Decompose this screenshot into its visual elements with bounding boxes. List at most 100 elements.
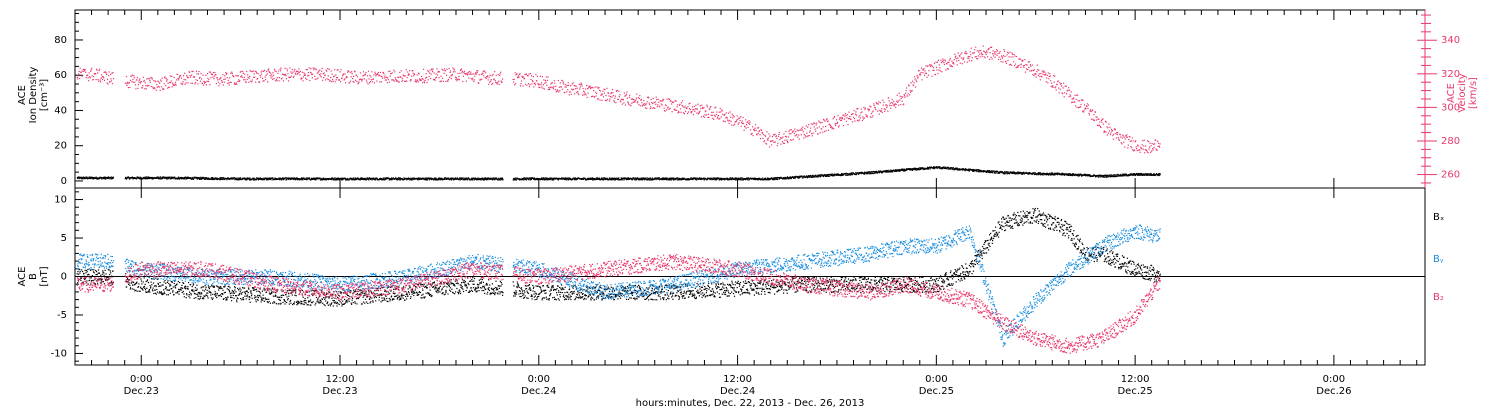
velocity-point	[247, 79, 248, 80]
velocity-point	[406, 81, 407, 82]
velocity-point	[368, 71, 369, 72]
velocity-point	[661, 103, 662, 104]
velocity-point	[570, 91, 571, 92]
velocity-point	[389, 82, 390, 83]
velocity-point	[375, 75, 376, 76]
velocity-point	[153, 88, 154, 89]
velocity-point	[474, 79, 475, 80]
velocity-point	[549, 88, 550, 89]
velocity-point	[575, 88, 576, 89]
velocity-point	[771, 144, 772, 145]
velocity-point	[179, 78, 180, 79]
velocity-point	[653, 98, 654, 99]
velocity-point	[245, 79, 246, 80]
velocity-point	[677, 104, 678, 105]
velocity-point	[758, 133, 759, 134]
velocity-point	[782, 137, 783, 138]
velocity-point	[550, 84, 551, 85]
velocity-point	[543, 84, 544, 85]
velocity-point	[694, 111, 695, 112]
density-point	[550, 179, 551, 180]
velocity-point	[186, 82, 187, 83]
velocity-point	[161, 86, 162, 87]
velocity-point	[319, 70, 320, 71]
velocity-point	[126, 85, 127, 86]
velocity-point	[436, 77, 437, 78]
velocity-point	[787, 141, 788, 142]
velocity-point	[347, 77, 348, 78]
velocity-point	[662, 100, 663, 101]
velocity-point	[412, 70, 413, 71]
velocity-point	[571, 94, 572, 95]
velocity-point	[135, 88, 136, 89]
density-point	[160, 176, 161, 177]
velocity-point	[214, 75, 215, 76]
density-point	[658, 179, 659, 180]
velocity-point	[793, 139, 794, 140]
velocity-point	[673, 102, 674, 103]
density-point	[240, 177, 241, 178]
velocity-point	[126, 76, 127, 77]
density-point	[969, 170, 970, 171]
density-point	[823, 176, 824, 177]
velocity-point	[518, 75, 519, 76]
velocity-point	[199, 77, 200, 78]
density-point	[174, 177, 175, 178]
velocity-point	[594, 97, 595, 98]
velocity-point	[301, 78, 302, 79]
velocity-point	[539, 87, 540, 88]
density-point	[882, 172, 883, 173]
density-point	[272, 179, 273, 180]
velocity-point	[93, 79, 94, 80]
velocity-point	[618, 99, 619, 100]
density-point	[347, 178, 348, 179]
velocity-point	[482, 73, 483, 74]
velocity-point	[473, 81, 474, 82]
velocity-point	[180, 75, 181, 76]
velocity-point	[774, 134, 775, 135]
velocity-point	[161, 81, 162, 82]
velocity-point	[360, 72, 361, 73]
velocity-point	[330, 77, 331, 78]
velocity-point	[732, 114, 733, 115]
velocity-point	[551, 87, 552, 88]
velocity-point	[498, 81, 499, 82]
velocity-point	[791, 140, 792, 141]
velocity-point	[525, 84, 526, 85]
velocity-point	[486, 78, 487, 79]
velocity-point	[98, 79, 99, 80]
velocity-point	[418, 81, 419, 82]
velocity-point	[668, 107, 669, 108]
density-point	[412, 179, 413, 180]
density-point	[353, 177, 354, 178]
velocity-point	[639, 98, 640, 99]
velocity-point	[276, 79, 277, 80]
velocity-point	[326, 71, 327, 72]
velocity-point	[90, 71, 91, 72]
density-point	[184, 179, 185, 180]
velocity-point	[251, 81, 252, 82]
velocity-point	[612, 92, 613, 93]
velocity-point	[747, 121, 748, 122]
velocity-point	[457, 73, 458, 74]
velocity-point	[165, 76, 166, 77]
velocity-point	[726, 112, 727, 113]
velocity-point	[378, 72, 379, 73]
velocity-point	[202, 83, 203, 84]
velocity-point	[637, 102, 638, 103]
velocity-point	[130, 80, 131, 81]
velocity-point	[354, 71, 355, 72]
velocity-point	[107, 79, 108, 80]
velocity-point	[717, 118, 718, 119]
velocity-point	[802, 127, 803, 128]
velocity-point	[417, 80, 418, 81]
velocity-point	[514, 79, 515, 80]
velocity-point	[633, 99, 634, 100]
velocity-point	[373, 78, 374, 79]
velocity-point	[388, 79, 389, 80]
velocity-point	[572, 83, 573, 84]
density-point	[1142, 175, 1143, 176]
velocity-point	[243, 79, 244, 80]
velocity-point	[692, 106, 693, 107]
velocity-point	[477, 70, 478, 71]
